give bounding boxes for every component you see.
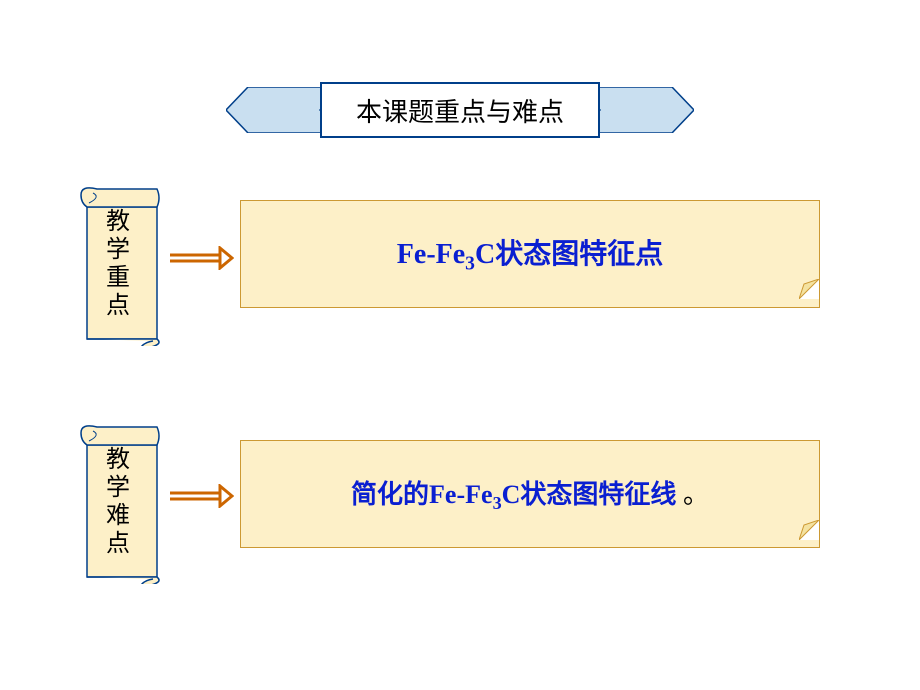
scroll-label: 教学重点: [98, 194, 133, 320]
content-text: 简化的Fe-Fe3C状态图特征线 。: [351, 474, 709, 514]
scroll-key-points: 教学重点: [80, 182, 150, 332]
key-point-box: Fe-Fe3C状态图特征点: [240, 200, 820, 308]
arrow-icon: [170, 484, 234, 513]
scroll-label: 教学难点: [98, 432, 133, 558]
folded-corner-icon: [799, 275, 819, 307]
folded-corner-icon: [799, 517, 819, 547]
arrow-icon: [170, 246, 234, 275]
banner-title-box: 本课题重点与难点: [320, 82, 600, 138]
banner-title-text: 本课题重点与难点: [356, 92, 564, 129]
content-text: Fe-Fe3C状态图特征点: [397, 232, 663, 276]
scroll-difficulties: 教学难点: [80, 420, 150, 570]
title-banner: 本课题重点与难点: [320, 82, 600, 138]
difficulty-box: 简化的Fe-Fe3C状态图特征线 。: [240, 440, 820, 548]
